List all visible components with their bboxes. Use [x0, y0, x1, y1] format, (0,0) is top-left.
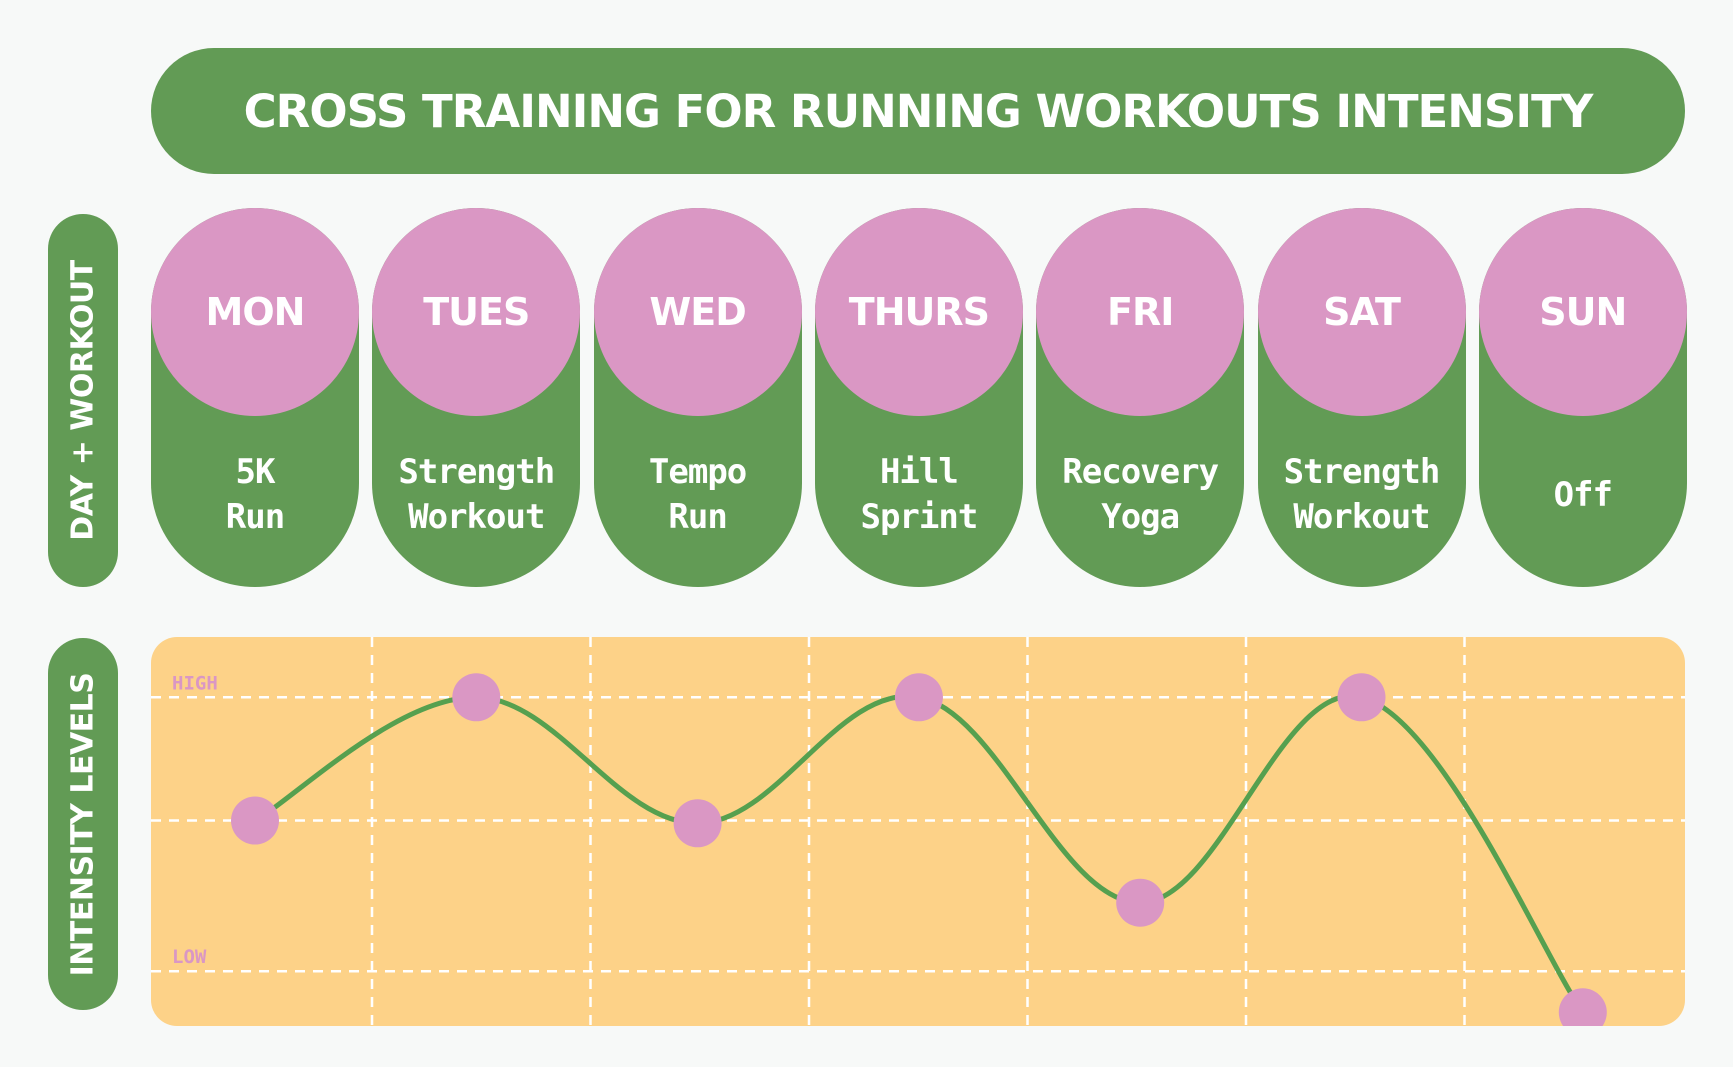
workout-label: Off: [1479, 440, 1687, 550]
workout-label: Strength Workout: [372, 440, 580, 550]
side-label-intensity-text: INTENSITY LEVELS: [65, 672, 101, 976]
workout-line: Off: [1553, 474, 1613, 515]
intensity-point-wed: [673, 799, 722, 848]
intensity-chart: HIGH LOW: [151, 637, 1685, 1026]
y-tick-label-low: LOW: [172, 946, 207, 968]
day-card-wed: WED Tempo Run: [593, 208, 802, 587]
day-label: THURS: [848, 290, 990, 334]
day-card-fri: FRI Recovery Yoga: [1036, 208, 1245, 587]
day-badge: TUES: [372, 208, 581, 416]
workout-label: Hill Sprint: [815, 440, 1023, 550]
day-label: SAT: [1323, 290, 1401, 334]
intensity-point-tues: [452, 673, 501, 722]
intensity-point-sun: [1558, 988, 1607, 1026]
intensity-chart-panel: HIGH LOW: [151, 637, 1685, 1026]
side-label-day-workout-text: DAY + WORKOUT: [65, 260, 101, 541]
day-badge: MON: [151, 208, 359, 416]
day-badge: THURS: [814, 208, 1023, 416]
workout-line: Run: [225, 497, 285, 537]
workout-line: Sprint: [860, 497, 978, 537]
side-label-intensity: INTENSITY LEVELS: [48, 638, 118, 1010]
day-card-sun: SUN Off: [1478, 208, 1687, 587]
side-label-day-workout: DAY + WORKOUT: [48, 214, 118, 587]
intensity-line: [253, 693, 1585, 1014]
workout-line: Run: [668, 497, 727, 537]
workout-line: Strength: [398, 452, 555, 492]
workout-line: Workout: [408, 497, 545, 537]
workout-label: Recovery Yoga: [1036, 440, 1244, 550]
workout-line: Yoga: [1101, 497, 1180, 537]
day-badge: WED: [593, 208, 802, 416]
day-card-thurs: THURS Hill Sprint: [814, 208, 1023, 587]
workout-line: Workout: [1293, 497, 1430, 537]
day-label: WED: [649, 290, 746, 334]
day-card-mon: MON 5K Run: [151, 208, 359, 587]
workout-line: Recovery: [1062, 452, 1219, 492]
workout-label: Tempo Run: [594, 440, 802, 550]
day-label: FRI: [1107, 290, 1174, 334]
day-label: SUN: [1539, 290, 1627, 334]
day-card-sat: SAT Strength Workout: [1257, 208, 1466, 587]
intensity-point-thurs: [894, 673, 943, 722]
chart-title: CROSS TRAINING FOR RUNNING WORKOUTS INTE…: [243, 84, 1594, 138]
intensity-point-mon: [231, 796, 279, 845]
workout-line: 5K: [235, 452, 276, 492]
title-banner: CROSS TRAINING FOR RUNNING WORKOUTS INTE…: [151, 48, 1685, 174]
day-badge: FRI: [1036, 208, 1245, 416]
workout-line: Tempo: [648, 452, 747, 492]
workout-label: Strength Workout: [1258, 440, 1466, 550]
day-badge: SUN: [1478, 208, 1687, 416]
intensity-point-fri: [1116, 878, 1165, 927]
workout-line: Hill: [879, 452, 959, 492]
day-label: TUES: [423, 290, 530, 334]
intensity-point-sat: [1337, 673, 1386, 722]
day-label: MON: [205, 290, 306, 334]
day-badge: SAT: [1257, 208, 1466, 416]
workout-line: Strength: [1283, 452, 1441, 492]
y-tick-label-high: HIGH: [172, 672, 218, 694]
workout-label: 5K Run: [151, 440, 359, 550]
day-card-tues: TUES Strength Workout: [372, 208, 581, 587]
